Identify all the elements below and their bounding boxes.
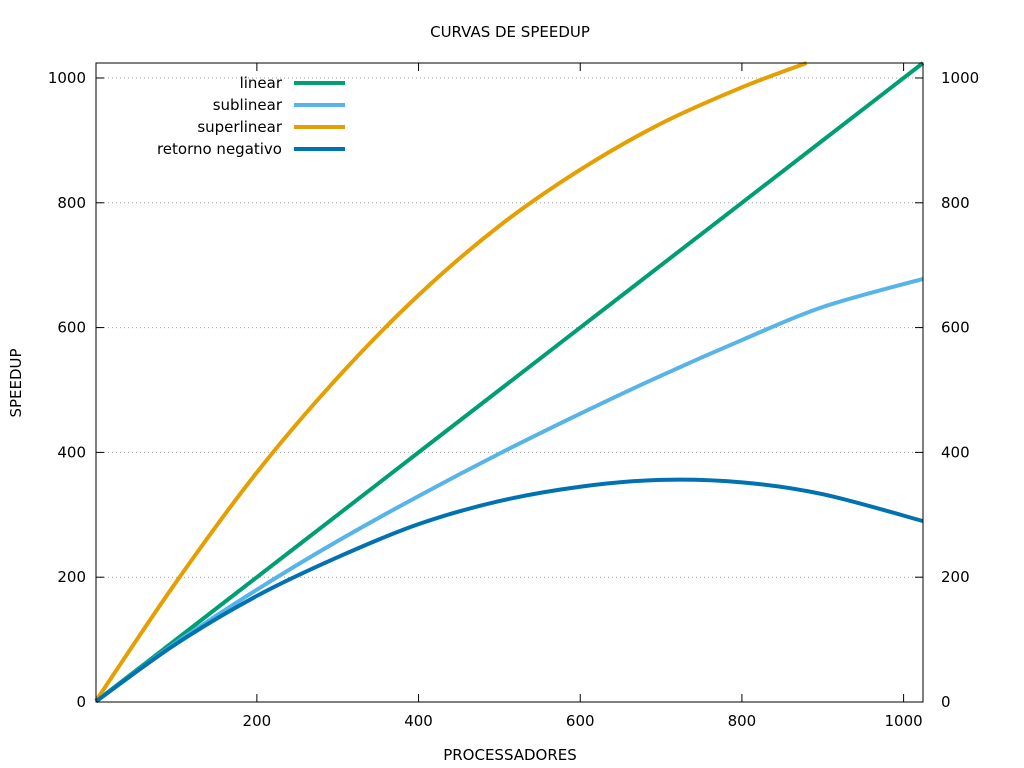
y-tick-label: 0: [76, 693, 86, 711]
y2-tick-label: 600: [941, 319, 970, 337]
y2-tick-label: 800: [941, 194, 970, 212]
x-tick-label: 200: [243, 712, 272, 730]
legend-label: sublinear: [213, 96, 283, 114]
x-axis-label: PROCESSADORES: [443, 746, 577, 764]
y2-tick-label: 400: [941, 443, 970, 461]
y-axis-label: SPEEDUP: [7, 348, 25, 417]
y-tick-label: 600: [57, 319, 86, 337]
plot-frame: [95, 62, 924, 703]
y-tick-label: 200: [57, 568, 86, 586]
x-tick-label: 800: [728, 712, 757, 730]
y2-tick-label: 0: [941, 693, 951, 711]
series-line-sublinear: [94, 276, 924, 703]
legend-label: linear: [240, 74, 283, 92]
series-line-superlinear: [94, 61, 808, 702]
series-line-linear: [94, 61, 925, 703]
x-tick-label: 400: [404, 712, 433, 730]
series-lines: [94, 61, 925, 704]
legend: linear sublinear superlinear retorno negati…: [157, 74, 345, 158]
legend-label: superlinear: [197, 118, 283, 136]
x-tick-label: 600: [566, 712, 595, 730]
legend-label: retorno negativo: [157, 140, 282, 158]
series-line-retorno-negativo: [94, 477, 924, 704]
y2-tick-label: 1000: [941, 69, 979, 87]
chart-title: CURVAS DE SPEEDUP: [430, 23, 590, 41]
y2-tick-label: 200: [941, 568, 970, 586]
y-tick-label: 800: [57, 194, 86, 212]
ticks: 0 200 400 600 800 1000 0 200 400 600 800 1000 200 400…: [48, 63, 979, 730]
x-tick-label: 1000: [885, 712, 923, 730]
y-tick-label: 1000: [48, 69, 86, 87]
y-tick-label: 400: [57, 443, 86, 461]
